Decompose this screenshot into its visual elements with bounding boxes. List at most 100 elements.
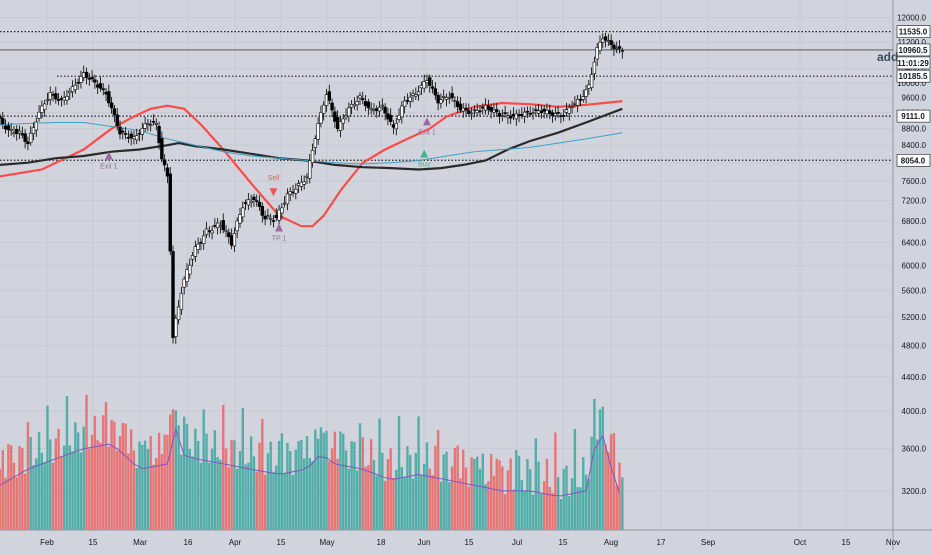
volume-bar <box>286 442 289 530</box>
volume-bar <box>146 449 150 530</box>
candle-body <box>215 222 220 229</box>
volume-bar <box>46 405 49 530</box>
volume-bar <box>473 458 476 530</box>
volume-bar <box>49 439 52 530</box>
volume-bar <box>205 433 208 530</box>
candle-body <box>45 99 50 102</box>
candle-body <box>76 82 80 84</box>
volume-bar <box>489 453 493 530</box>
volume-bar <box>247 462 250 530</box>
volume-bar <box>389 448 392 530</box>
volume-bar <box>102 415 105 530</box>
y-tick-label: 10400.0 <box>897 65 926 74</box>
volume-bar <box>241 407 244 530</box>
volume-bar <box>258 442 261 530</box>
candle-body <box>148 124 153 127</box>
candle-body <box>176 306 181 321</box>
volume-bar <box>383 480 387 530</box>
candle-body <box>207 230 211 232</box>
y-tick-label: 6000.0 <box>902 262 927 271</box>
exit-marker-icon <box>275 223 284 232</box>
volume-bar <box>305 436 309 530</box>
volume-bar <box>196 440 200 530</box>
candle-body <box>447 96 451 99</box>
volume-bar <box>166 434 169 530</box>
x-tick-label: Feb <box>40 538 54 547</box>
volume-bar <box>275 465 278 530</box>
corner-label: add <box>877 50 898 64</box>
price-label: 10185.5 <box>899 72 928 81</box>
candle-body <box>218 225 223 228</box>
candle-body <box>20 133 25 136</box>
volume-bar <box>358 423 362 530</box>
candle-body <box>3 125 8 130</box>
candle-body <box>603 36 608 41</box>
candle-body <box>277 209 281 221</box>
candle-body <box>450 93 454 99</box>
y-tick-label: 7200.0 <box>902 196 927 205</box>
candle-body <box>6 125 11 131</box>
candle-body <box>213 225 217 227</box>
volume-bar <box>216 457 219 530</box>
volume-bar <box>540 493 543 530</box>
volume-bar <box>590 436 593 530</box>
volume-bar <box>68 445 71 530</box>
volume-bar <box>386 459 390 530</box>
volume-bar <box>9 445 13 530</box>
candle-body <box>263 215 267 220</box>
volume-bar <box>185 424 189 530</box>
volume-bar <box>127 453 130 530</box>
volume-bar <box>333 431 337 530</box>
volume-bar <box>113 421 116 530</box>
volume-bar <box>420 475 423 530</box>
candle-body <box>252 196 256 201</box>
candle-body <box>528 113 532 115</box>
candle-body <box>168 173 172 252</box>
candle-body <box>34 121 38 131</box>
volume-bar <box>425 442 429 530</box>
candle-body <box>573 102 577 105</box>
volume-bar <box>65 396 69 530</box>
candle-body <box>274 214 278 218</box>
volume-bar <box>85 394 88 530</box>
volume-bar <box>464 467 468 530</box>
volume-bar <box>607 452 610 530</box>
candle-body <box>204 228 209 235</box>
candle-body <box>271 220 276 222</box>
candle-body <box>363 101 368 107</box>
x-tick-label: Aug <box>604 538 618 547</box>
candle-body <box>344 115 348 118</box>
volume-bar <box>462 449 465 530</box>
volume-bar <box>129 429 133 530</box>
volume-bar <box>4 477 7 530</box>
volume-bar <box>375 475 378 530</box>
candle-body <box>249 200 253 203</box>
volume-bar <box>135 468 138 530</box>
candle-body <box>112 108 117 116</box>
candle-body <box>411 93 415 96</box>
x-tick-label: 16 <box>184 538 193 547</box>
volume-bar <box>609 434 613 530</box>
volume-bar <box>342 433 345 530</box>
candle-body <box>185 269 189 282</box>
candle-body <box>299 181 304 187</box>
candle-body <box>455 101 460 108</box>
candle-body <box>522 111 527 117</box>
x-tick-label: 15 <box>465 538 474 547</box>
volume-bar <box>431 475 434 530</box>
price-label-box <box>896 56 931 70</box>
volume-bar <box>233 440 236 530</box>
volume-bar <box>495 458 498 530</box>
candle-body <box>268 217 273 220</box>
candle-body <box>369 108 373 111</box>
candle-body <box>243 202 248 204</box>
y-tick-label: 6400.0 <box>902 239 927 248</box>
candle-body <box>115 114 119 127</box>
volume-bar <box>12 462 16 530</box>
candle-body <box>575 98 580 106</box>
volume-bar <box>459 478 462 530</box>
volume-bar <box>361 437 364 530</box>
volume-bar <box>143 440 147 530</box>
volume-bar <box>347 468 351 530</box>
